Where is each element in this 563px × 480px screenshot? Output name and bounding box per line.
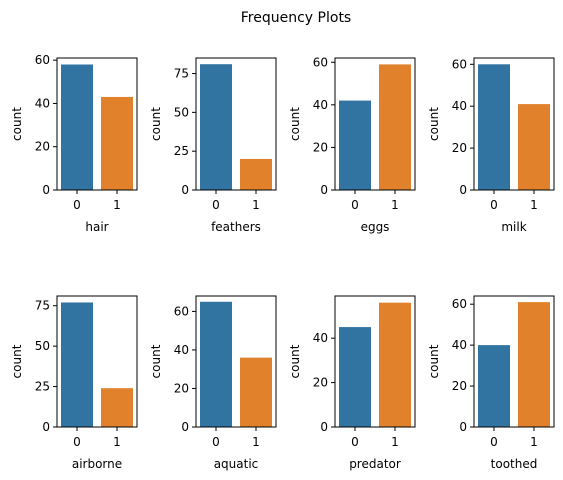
y-tick-label: 40 xyxy=(313,98,328,112)
y-axis-label: count xyxy=(288,344,302,378)
bar-toothed-0 xyxy=(478,345,510,427)
axes-frame xyxy=(195,57,277,191)
y-tick-label: 0 xyxy=(459,420,467,434)
y-axis-label: count xyxy=(427,344,441,378)
x-tick-label: 1 xyxy=(530,435,538,449)
x-axis-label: hair xyxy=(85,220,108,234)
bar-aquatic-1 xyxy=(240,357,272,427)
x-tick-label: 1 xyxy=(391,435,399,449)
y-tick-label: 40 xyxy=(35,96,50,110)
axes-frame xyxy=(56,57,138,191)
y-axis-label: count xyxy=(427,107,441,141)
x-tick-label: 1 xyxy=(252,198,260,212)
bar-milk-1 xyxy=(518,104,550,190)
subplot-hair: 0 20 40 60 0 1 hair count xyxy=(10,53,138,234)
subplot-aquatic: 0 20 40 60 0 1 aquatic count xyxy=(149,295,277,471)
y-axis-label: count xyxy=(149,344,163,378)
y-axis-label: count xyxy=(10,107,24,141)
bar-predator-0 xyxy=(339,327,371,427)
y-tick-label: 0 xyxy=(181,420,189,434)
y-tick-label: 0 xyxy=(320,183,328,197)
y-tick-label: 20 xyxy=(313,140,328,154)
bar-airborne-0 xyxy=(61,302,93,427)
y-tick-label: 40 xyxy=(452,338,467,352)
y-tick-label: 0 xyxy=(181,183,189,197)
y-tick-label: 20 xyxy=(452,379,467,393)
x-tick-label: 1 xyxy=(113,435,121,449)
y-tick-label: 75 xyxy=(35,299,50,313)
subplot-predator: 0 20 40 0 1 predator count xyxy=(288,295,416,471)
y-tick-label: 40 xyxy=(313,331,328,345)
y-tick-label: 0 xyxy=(42,420,50,434)
axes-frame xyxy=(56,295,138,428)
x-axis-label: predator xyxy=(349,457,401,471)
axes-frame xyxy=(334,57,416,191)
bar-hair-0 xyxy=(61,64,93,190)
y-tick-label: 75 xyxy=(174,67,189,81)
y-tick-label: 60 xyxy=(174,304,189,318)
y-axis-label: count xyxy=(149,107,163,141)
bar-feathers-1 xyxy=(240,158,272,190)
bar-hair-1 xyxy=(101,96,133,190)
x-axis-label: airborne xyxy=(72,457,122,471)
bar-aquatic-0 xyxy=(200,301,232,427)
axes-frame xyxy=(195,295,277,428)
y-tick-label: 0 xyxy=(42,183,50,197)
x-tick-label: 1 xyxy=(113,198,121,212)
y-tick-label: 20 xyxy=(35,140,50,154)
y-axis-label: count xyxy=(288,107,302,141)
y-tick-label: 25 xyxy=(35,380,50,394)
subplot-grid: 0 20 40 60 0 1 hair count 0 25 50 75 0 1 feathers count… xyxy=(10,53,555,471)
bar-airborne-1 xyxy=(101,388,133,427)
y-tick-label: 40 xyxy=(452,99,467,113)
y-tick-label: 60 xyxy=(313,55,328,69)
y-tick-label: 0 xyxy=(459,183,467,197)
bar-milk-0 xyxy=(478,64,510,190)
x-tick-label: 1 xyxy=(252,435,260,449)
y-tick-label: 20 xyxy=(174,381,189,395)
x-tick-label: 0 xyxy=(73,198,81,212)
axes-frame xyxy=(334,295,416,428)
y-axis-label: count xyxy=(10,344,24,378)
figure-title: Frequency Plots xyxy=(241,10,351,26)
y-tick-label: 60 xyxy=(35,53,50,67)
x-tick-label: 0 xyxy=(490,435,498,449)
y-tick-label: 60 xyxy=(452,57,467,71)
axes-frame xyxy=(473,57,555,191)
x-tick-label: 0 xyxy=(212,435,220,449)
subplot-airborne: 0 25 50 75 0 1 airborne count xyxy=(10,295,138,471)
x-tick-label: 0 xyxy=(212,198,220,212)
y-tick-label: 50 xyxy=(35,339,50,353)
axes-frame xyxy=(473,295,555,428)
bar-eggs-0 xyxy=(339,100,371,190)
bar-toothed-1 xyxy=(518,302,550,427)
x-tick-label: 1 xyxy=(391,198,399,212)
x-tick-label: 0 xyxy=(351,198,359,212)
subplot-milk: 0 20 40 60 0 1 milk count xyxy=(427,57,555,234)
y-tick-label: 20 xyxy=(313,376,328,390)
x-tick-label: 1 xyxy=(530,198,538,212)
y-tick-label: 60 xyxy=(452,297,467,311)
subplot-toothed: 0 20 40 60 0 1 toothed count xyxy=(427,295,555,471)
subplot-feathers: 0 25 50 75 0 1 feathers count xyxy=(149,57,277,234)
y-tick-label: 25 xyxy=(174,144,189,158)
y-tick-label: 20 xyxy=(452,141,467,155)
x-tick-label: 0 xyxy=(73,435,81,449)
x-axis-label: toothed xyxy=(491,457,538,471)
x-tick-label: 0 xyxy=(490,198,498,212)
y-tick-label: 0 xyxy=(320,420,328,434)
y-tick-label: 50 xyxy=(174,105,189,119)
x-tick-label: 0 xyxy=(351,435,359,449)
x-axis-label: eggs xyxy=(361,220,390,234)
x-axis-label: aquatic xyxy=(214,457,259,471)
bar-eggs-1 xyxy=(379,64,411,190)
bar-feathers-0 xyxy=(200,64,232,190)
x-axis-label: feathers xyxy=(211,220,261,234)
y-tick-label: 40 xyxy=(174,343,189,357)
bar-predator-1 xyxy=(379,302,411,427)
x-axis-label: milk xyxy=(501,220,526,234)
